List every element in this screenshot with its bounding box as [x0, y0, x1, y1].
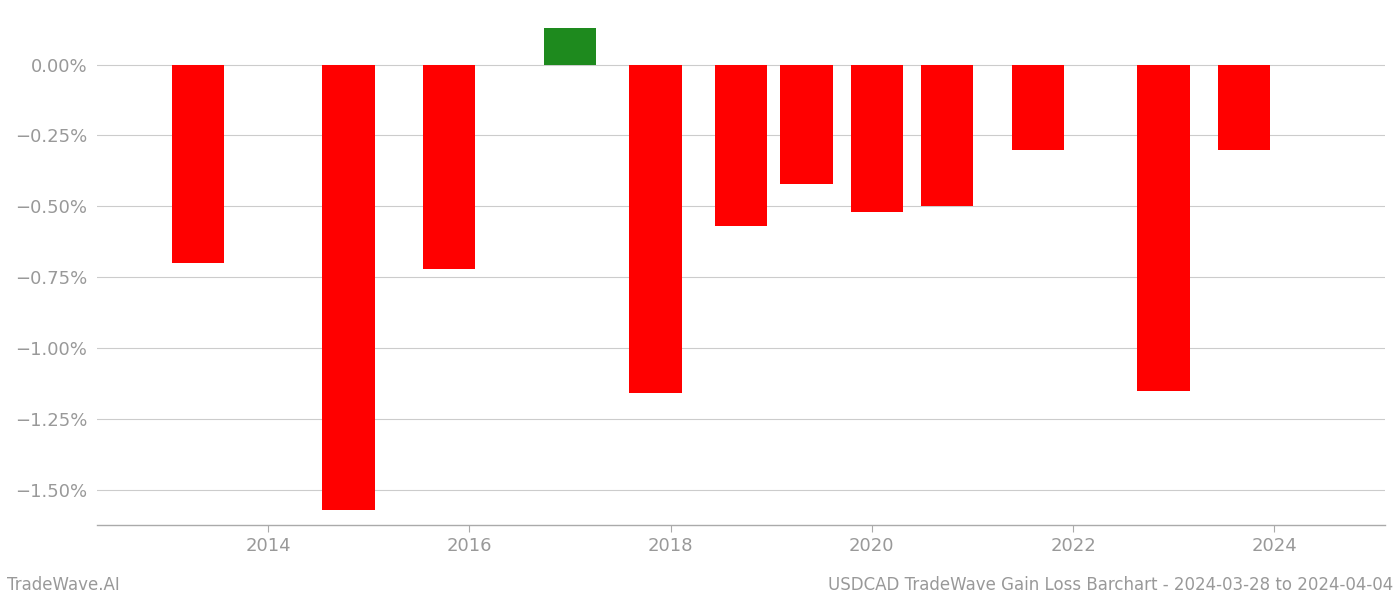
Bar [630, 65, 682, 394]
Bar [172, 65, 224, 263]
Bar [715, 65, 767, 226]
Bar [1012, 65, 1064, 149]
Bar [1218, 65, 1270, 149]
Bar [780, 65, 833, 184]
Bar [423, 65, 476, 269]
Bar [851, 65, 903, 212]
Bar [322, 65, 375, 509]
Bar [1137, 65, 1190, 391]
Bar [543, 28, 596, 65]
Text: USDCAD TradeWave Gain Loss Barchart - 2024-03-28 to 2024-04-04: USDCAD TradeWave Gain Loss Barchart - 20… [827, 576, 1393, 594]
Bar [921, 65, 973, 206]
Text: TradeWave.AI: TradeWave.AI [7, 576, 120, 594]
